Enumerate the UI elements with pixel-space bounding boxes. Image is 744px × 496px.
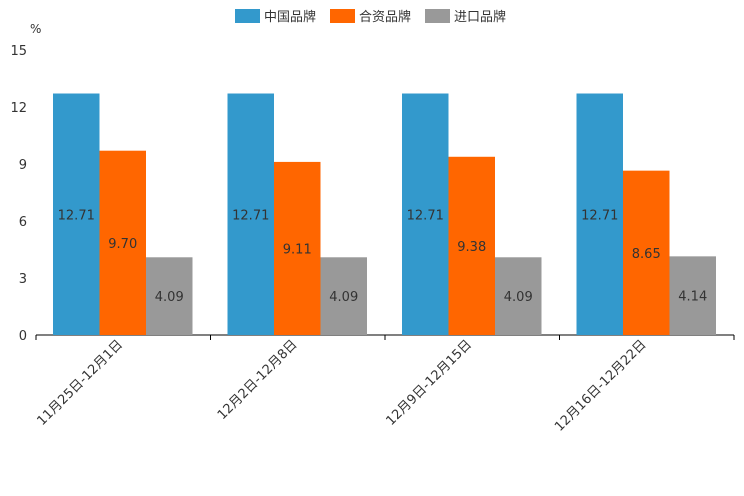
y-tick-label: 12 bbox=[10, 101, 27, 116]
y-tick-label: 3 bbox=[19, 272, 27, 287]
bar-2-4 bbox=[623, 170, 670, 335]
data-label-2-3: 9.38 bbox=[457, 240, 486, 255]
bar-2-3 bbox=[448, 156, 495, 335]
bar-1-2 bbox=[227, 93, 274, 335]
data-label-2-2: 9.11 bbox=[283, 242, 312, 257]
x-category-label-1: 11月25日-12月1日 bbox=[34, 337, 126, 429]
data-label-1-4: 12.71 bbox=[581, 208, 618, 223]
y-tick-label: 0 bbox=[19, 329, 27, 344]
bar-3-2 bbox=[320, 257, 367, 335]
data-label-1-3: 12.71 bbox=[407, 208, 444, 223]
bar-1-4 bbox=[576, 93, 623, 335]
bar-3-3 bbox=[495, 257, 542, 335]
bar-3-1 bbox=[146, 257, 193, 335]
y-tick-label: 6 bbox=[19, 215, 27, 230]
data-label-3-2: 4.09 bbox=[329, 290, 358, 305]
bar-3-4 bbox=[669, 256, 716, 335]
x-axis: 11月25日-12月1日 12月2日-12月8日 12月9日-12月15日 12月16… bbox=[34, 335, 735, 435]
y-tick-label: 9 bbox=[19, 158, 27, 173]
data-label-1-1: 12.71 bbox=[58, 208, 95, 223]
data-label-3-4: 4.14 bbox=[678, 290, 707, 305]
legend-swatch-2[interactable] bbox=[330, 9, 355, 23]
x-category-label-2: 12月2日-12月8日 bbox=[215, 337, 301, 423]
legend: 中国品牌 合资品牌 进口品牌 bbox=[235, 9, 506, 25]
legend-swatch-1[interactable] bbox=[235, 9, 260, 23]
data-label-1-2: 12.71 bbox=[232, 208, 269, 223]
x-category-label-3: 12月9日-12月15日 bbox=[383, 337, 475, 429]
legend-swatch-3[interactable] bbox=[425, 9, 450, 23]
y-tick-label: 15 bbox=[10, 44, 27, 59]
bar-2-1 bbox=[99, 150, 146, 335]
bars: 12.71 9.70 4.09 12.71 9.11 4.09 12.71 9.38 4.09 1… bbox=[53, 93, 716, 335]
bar-1-3 bbox=[402, 93, 449, 335]
bar-2-2 bbox=[274, 161, 321, 335]
data-label-2-4: 8.65 bbox=[632, 247, 661, 262]
data-label-3-1: 4.09 bbox=[155, 290, 184, 305]
data-label-3-3: 4.09 bbox=[504, 290, 533, 305]
legend-label-3[interactable]: 进口品牌 bbox=[454, 9, 506, 25]
data-label-2-1: 9.70 bbox=[108, 237, 137, 252]
legend-label-1[interactable]: 中国品牌 bbox=[264, 9, 316, 25]
x-category-label-4: 12月16日-12月22日 bbox=[552, 337, 649, 434]
y-axis-unit-label: % bbox=[30, 22, 41, 36]
bar-1-1 bbox=[53, 93, 100, 335]
legend-label-2[interactable]: 合资品牌 bbox=[359, 9, 411, 25]
